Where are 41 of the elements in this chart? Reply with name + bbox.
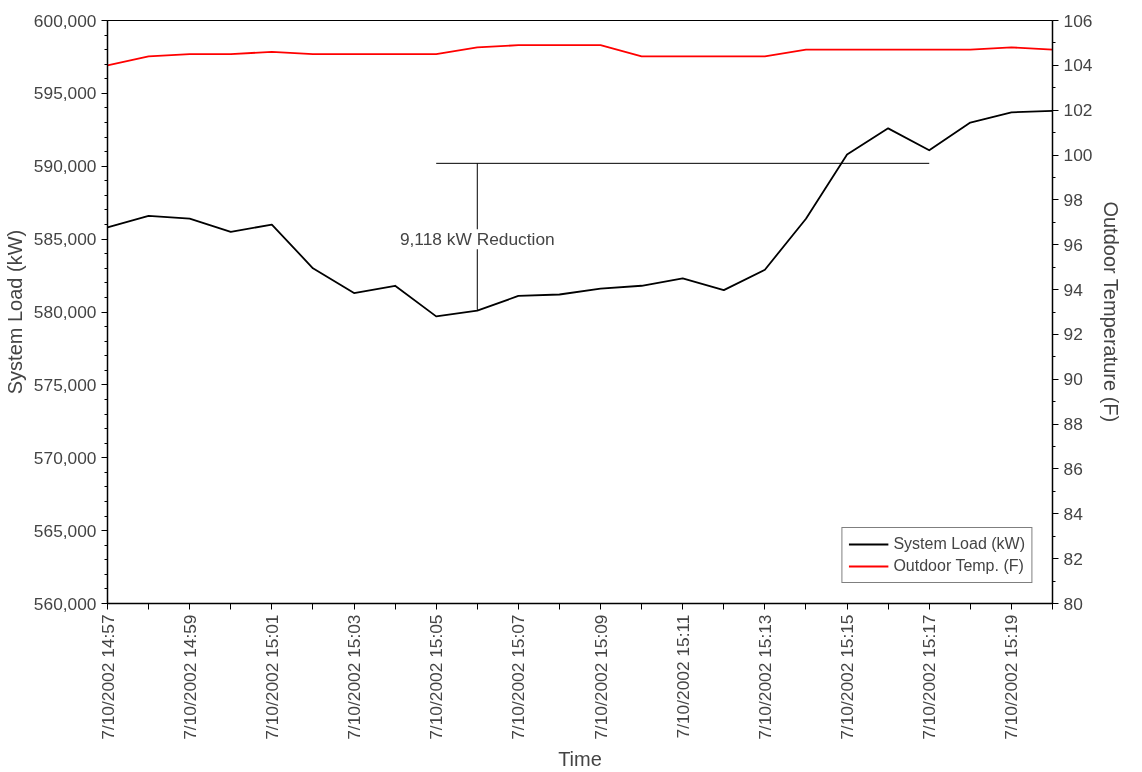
y2-tick-label: 86: [1063, 458, 1083, 479]
y-tick-label: 575,000: [33, 374, 97, 395]
y2-tick-label: 94: [1063, 279, 1084, 300]
y-tick-label: 580,000: [33, 302, 97, 322]
legend-label: System Load (kW): [893, 535, 1025, 553]
x-tick-label: 7/10/2002 15:07: [508, 614, 529, 740]
y2-tick-label: 90: [1063, 369, 1083, 390]
y-tick-label: 600,000: [33, 10, 97, 31]
y-tick-label: 595,000: [33, 83, 97, 104]
y2-axis-title: Outdoor Temperature (F): [1100, 201, 1123, 423]
y2-tick-label: 80: [1063, 593, 1083, 614]
x-tick-label: 7/10/2002 15:15: [837, 614, 858, 740]
x-tick-label: 7/10/2002 15:17: [919, 614, 940, 740]
x-tick-label: 7/10/2002 15:19: [1001, 614, 1022, 740]
legend-label: Outdoor Temp. (F): [893, 557, 1024, 575]
x-axis-title: Time: [558, 747, 602, 770]
x-tick-label: 7/10/2002 14:59: [179, 614, 200, 740]
y2-tick-label: 82: [1063, 548, 1083, 569]
x-tick-label: 7/10/2002 15:13: [754, 614, 775, 740]
y2-tick-label: 98: [1063, 189, 1083, 210]
y2-tick-label: 96: [1063, 234, 1083, 255]
y-tick-label: 590,000: [33, 156, 97, 177]
y2-tick-label: 106: [1063, 10, 1093, 31]
x-tick-label: 7/10/2002 15:05: [426, 614, 447, 740]
y2-tick-label: 92: [1063, 324, 1083, 345]
x-tick-label: 7/10/2002 15:11: [672, 614, 693, 739]
y2-tick-label: 88: [1063, 414, 1083, 435]
annotation: 9,118 kW Reduction: [399, 229, 555, 250]
y2-tick-label: 100: [1063, 145, 1093, 166]
y-tick-label: 570,000: [33, 447, 97, 468]
x-tick-label: 7/10/2002 14:57: [97, 614, 118, 740]
y2-tick-label: 84: [1063, 503, 1084, 524]
x-tick-label: 7/10/2002 15:09: [590, 614, 611, 740]
x-tick-label: 7/10/2002 15:03: [344, 614, 365, 740]
y-tick-label: 585,000: [33, 229, 97, 250]
y-tick-label: 560,000: [33, 593, 97, 614]
y2-tick-label: 102: [1063, 100, 1093, 121]
y-tick-label: 565,000: [33, 520, 97, 541]
y-axis-title: System Load (kW): [3, 229, 26, 395]
x-tick-label: 7/10/2002 15:01: [261, 614, 282, 740]
y2-tick-label: 104: [1063, 55, 1093, 76]
